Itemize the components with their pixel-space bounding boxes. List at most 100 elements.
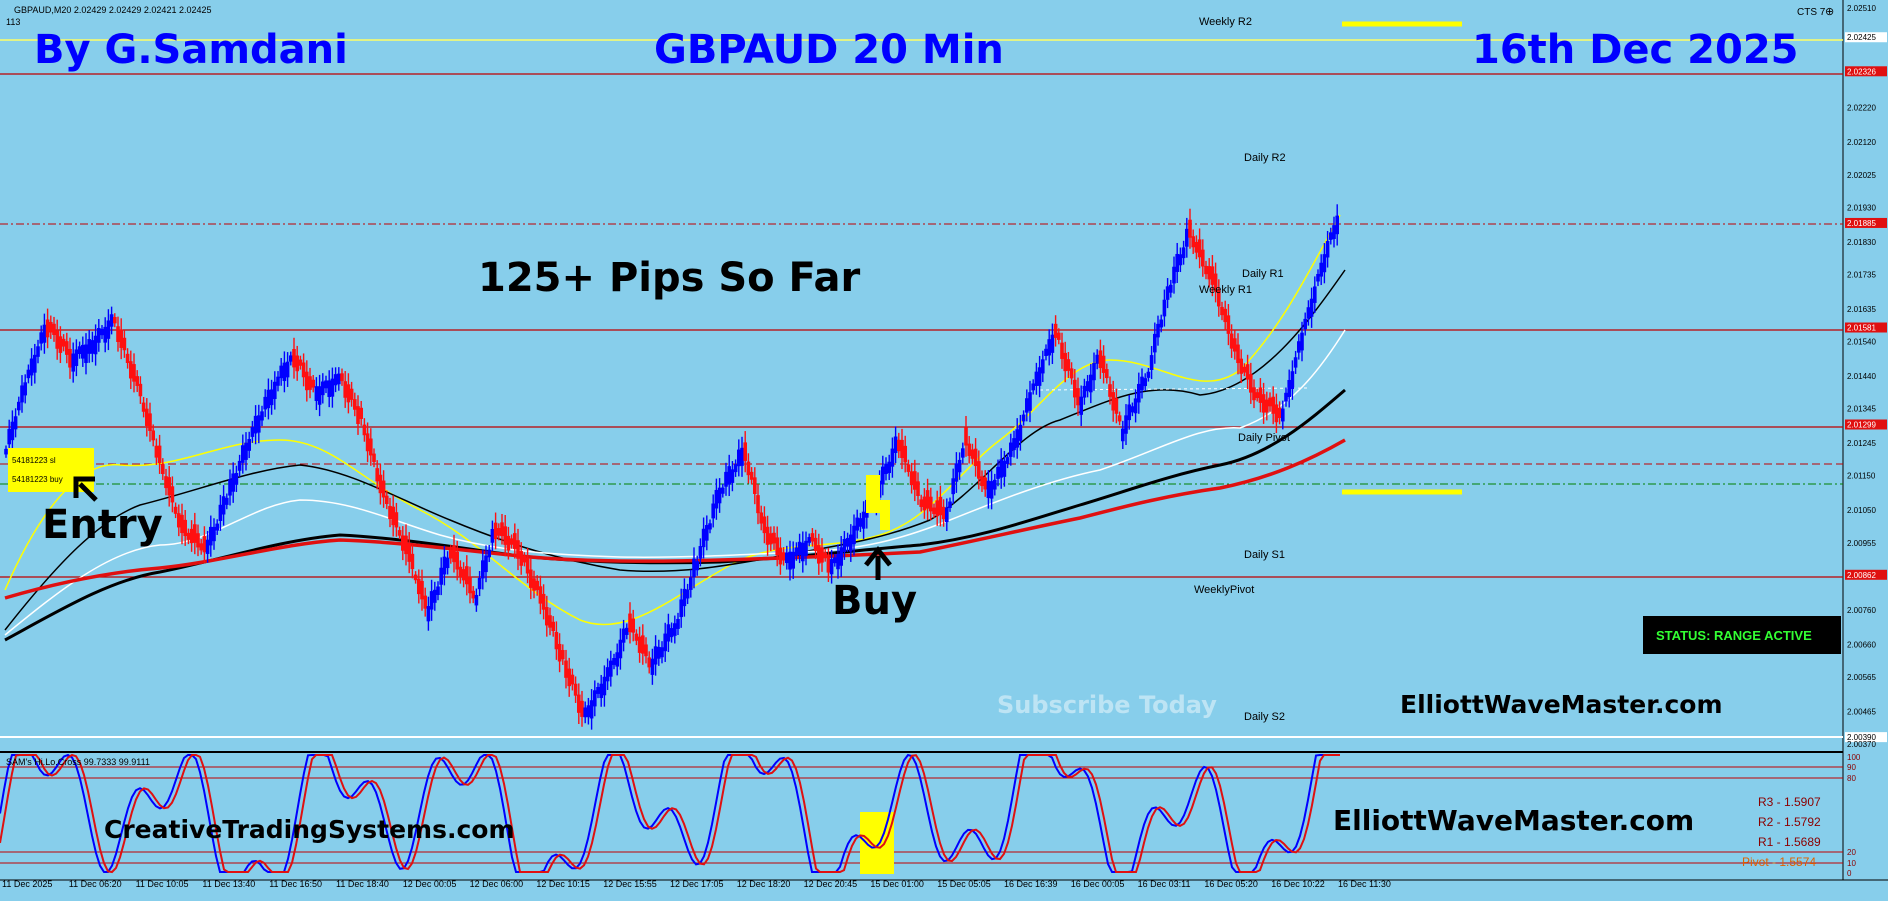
price-bar-body: [378, 474, 383, 494]
price-bar-body: [884, 463, 888, 475]
price-bar-body: [77, 346, 82, 355]
price-bar-body: [893, 436, 898, 454]
price-bar-body: [1098, 350, 1103, 369]
price-bar-body: [705, 525, 709, 541]
price-bar-body: [1018, 424, 1023, 441]
price-bar-body: [106, 320, 111, 339]
y-tick-label: 2.00390: [1847, 733, 1876, 742]
price-bar-body: [711, 503, 715, 519]
price-bar-body: [1207, 266, 1211, 280]
y-tick-label: 2.00660: [1847, 640, 1876, 649]
price-bar-body: [900, 439, 904, 459]
price-bar-body: [1050, 334, 1055, 353]
price-bar-body: [1085, 381, 1090, 392]
price-bar-body: [426, 606, 431, 622]
price-bar-body: [170, 486, 175, 503]
pivot-label: Daily R1: [1242, 268, 1284, 280]
price-bar-body: [788, 551, 792, 570]
price-bar-body: [1194, 241, 1199, 253]
price-bar-body: [250, 427, 255, 437]
price-bar-body: [372, 453, 376, 462]
price-bar-body: [109, 314, 114, 327]
price-bar-body: [1319, 262, 1323, 277]
price-bar-body: [1041, 359, 1045, 374]
price-bar-body: [442, 556, 447, 575]
price-bar-body: [861, 511, 866, 529]
price-bar-body: [97, 328, 101, 343]
price-bar-body: [1204, 265, 1208, 275]
price-bar-body: [1252, 387, 1256, 401]
price-bar-body: [801, 542, 805, 562]
x-tick-label: 11 Dec 13:40: [202, 879, 255, 889]
price-bar-body: [29, 358, 34, 376]
price-bar-body: [1169, 284, 1173, 293]
pivot-label: Daily S1: [1244, 549, 1285, 561]
price-bar-body: [493, 522, 498, 540]
price-bar-body: [423, 595, 427, 609]
price-bar-body: [196, 533, 200, 548]
price-bar-body: [513, 533, 517, 549]
y-tick-label: 2.01299: [1847, 420, 1876, 429]
price-bar-body: [1047, 339, 1051, 356]
price-bar-body: [401, 535, 405, 551]
price-bar-body: [1092, 363, 1096, 381]
price-bar-body: [1191, 236, 1195, 248]
price-bar-body: [119, 329, 123, 348]
price-bar-body: [481, 560, 485, 579]
price-bar-body: [209, 526, 213, 546]
price-bar-body: [1290, 371, 1295, 389]
price-bar-body: [490, 528, 495, 543]
price-bar-body: [769, 533, 773, 545]
price-bar-body: [525, 557, 530, 574]
price-bar-body: [327, 380, 331, 397]
price-bar-body: [737, 449, 741, 467]
pips-label: 125+ Pips So Far: [478, 255, 861, 301]
price-bar-body: [167, 477, 171, 496]
price-bar-body: [599, 683, 603, 699]
price-bar-body: [519, 551, 523, 566]
price-bar-body: [164, 476, 168, 489]
price-bar-body: [1284, 392, 1288, 402]
price-bar-body: [964, 427, 968, 446]
price-bar-body: [794, 547, 799, 556]
price-bar-body: [1217, 289, 1221, 307]
price-bar-body: [570, 674, 575, 685]
price-bar-body: [1197, 239, 1202, 258]
author-label: By G.Samdani: [34, 27, 348, 73]
price-bar-body: [516, 540, 520, 559]
price-bar-body: [916, 481, 920, 496]
price-bar-body: [154, 445, 159, 458]
order-buy-label: 54181223 buy: [12, 475, 63, 484]
price-bar-body: [429, 591, 434, 610]
price-tag: [1845, 66, 1887, 77]
price-bar-body: [657, 646, 661, 659]
price-bar-body: [145, 408, 149, 426]
price-bar-body: [13, 416, 18, 430]
price-bar-body: [1162, 299, 1167, 317]
price-bar-body: [817, 545, 821, 564]
price-bar-body: [68, 348, 72, 368]
price-bar-body: [87, 339, 91, 354]
price-bar-body: [1226, 315, 1231, 334]
price-bar-body: [452, 545, 456, 563]
price-bar-body: [855, 517, 859, 531]
price-bar-body: [826, 557, 831, 573]
price-bar-body: [564, 660, 568, 678]
x-tick-label: 12 Dec 20:45: [804, 879, 858, 889]
price-bar-body: [781, 552, 786, 561]
price-bar-body: [903, 445, 907, 463]
price-bar-body: [605, 667, 610, 682]
price-bar-body: [829, 559, 834, 575]
price-bar-body: [10, 421, 15, 441]
x-tick-label: 11 Dec 2025: [2, 879, 52, 889]
price-bars: [4, 204, 1339, 730]
pivot-label: Weekly R1: [1199, 284, 1252, 296]
price-bar-body: [1079, 396, 1083, 415]
x-tick-label: 12 Dec 15:55: [603, 879, 657, 889]
price-bar-body: [1114, 398, 1119, 414]
price-bar-body: [221, 496, 226, 515]
price-bar-body: [237, 460, 242, 471]
price-bar-body: [340, 373, 344, 382]
price-bar-body: [1329, 232, 1333, 240]
